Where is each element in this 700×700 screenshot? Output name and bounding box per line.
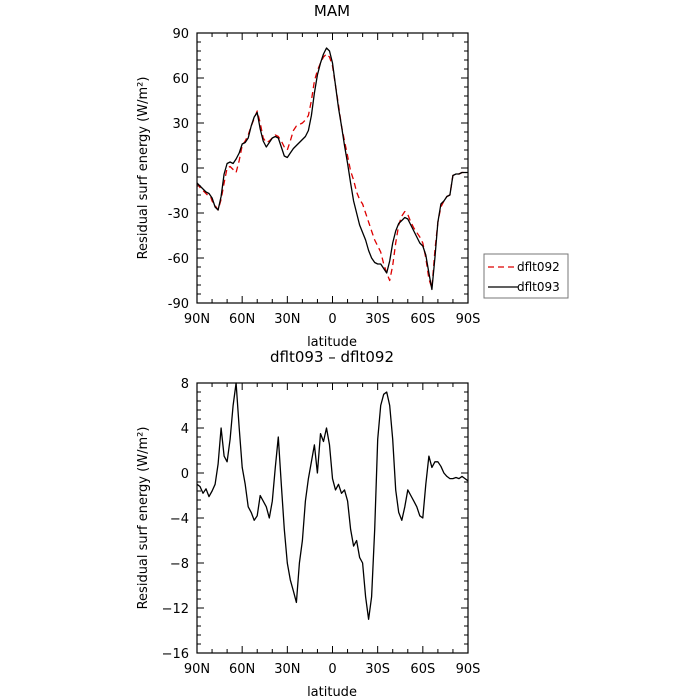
top-chart-ytick-label: 30 — [172, 117, 189, 132]
bottom-chart-xtick-label: 30S — [365, 662, 390, 677]
bottom-chart-xtick-label: 60N — [229, 662, 255, 677]
top-chart-frame — [196, 32, 469, 304]
top-chart-ytick-label: -90 — [168, 297, 189, 312]
legend-box — [483, 253, 569, 299]
top-chart-ytick-label: 90 — [172, 27, 189, 42]
top-chart-ytick-label: -60 — [168, 252, 189, 267]
bottom-chart-series — [196, 382, 469, 620]
bottom-chart-ytick-label: 8 — [181, 377, 189, 392]
bottom-chart-ylabel: Residual surf energy (W/m²) — [136, 427, 151, 610]
legend-label-dflt093: dflt093 — [517, 280, 560, 294]
top-chart-xtick-label: 30N — [274, 312, 300, 327]
top-chart-title: MAM — [314, 2, 350, 20]
top-chart-series-dflt093 — [196, 47, 468, 291]
bottom-chart-xtick-label: 30N — [274, 662, 300, 677]
bottom-chart-ytick-label: −16 — [162, 647, 189, 662]
top-chart-xtick-label: 60N — [229, 312, 255, 327]
top-chart-series-dflt092 — [196, 53, 468, 289]
top-chart-ytick-label: 60 — [172, 72, 189, 87]
bottom-chart-ytick-label: −8 — [170, 557, 189, 572]
top-chart-tick-labels: 90N 60N 30N 0 30S 60S 90S -90 -60 -30 0 30 60 90 — [168, 27, 481, 327]
legend: dflt092 dflt093 — [483, 253, 569, 299]
top-chart-ytick-label: -30 — [168, 207, 189, 222]
top-chart-ylabel: Residual surf energy (W/m²) — [136, 77, 151, 260]
bottom-chart-xlabel: latitude — [307, 685, 357, 700]
top-chart-ytick-label: 0 — [181, 162, 189, 177]
bottom-chart-ytick-label: 4 — [181, 422, 189, 437]
top-chart-xtick-label: 90N — [184, 312, 210, 327]
bottom-chart: dflt093 – dflt092 Residual surf energy (… — [136, 348, 480, 700]
bottom-chart-xtick-label: 0 — [328, 662, 336, 677]
bottom-chart-ytick-label: 0 — [181, 467, 189, 482]
bottom-chart-xtick-label: 90N — [184, 662, 210, 677]
bottom-chart-ytick-label: −4 — [170, 512, 189, 527]
bottom-chart-ytick-label: −12 — [162, 602, 189, 617]
bottom-chart-ticks — [196, 382, 469, 654]
top-chart-series — [196, 47, 468, 291]
bottom-chart-series-0 — [196, 382, 469, 620]
legend-label-dflt092: dflt092 — [517, 260, 560, 274]
bottom-chart-title: dflt093 – dflt092 — [270, 348, 394, 366]
top-chart-xtick-label: 0 — [328, 312, 336, 327]
bottom-chart-frame — [196, 382, 469, 654]
bottom-chart-tick-labels: 90N 60N 30N 0 30S 60S 90S −16 −12 −8 −4 0 4 8 — [162, 377, 481, 677]
top-chart-xlabel: latitude — [307, 335, 357, 350]
bottom-chart-xtick-label: 90S — [456, 662, 481, 677]
bottom-chart-xtick-label: 60S — [410, 662, 435, 677]
top-chart-xtick-label: 90S — [456, 312, 481, 327]
top-chart: MAM Residual surf energy (W/m²) latitude… — [136, 2, 569, 350]
top-chart-xtick-label: 60S — [410, 312, 435, 327]
top-chart-xtick-label: 30S — [365, 312, 390, 327]
